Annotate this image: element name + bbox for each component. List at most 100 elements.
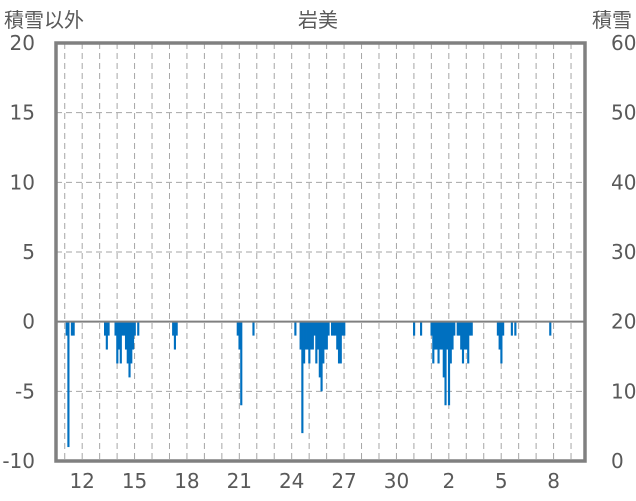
bar — [460, 321, 463, 350]
bar — [105, 321, 108, 350]
bar — [456, 321, 459, 336]
left-tick-label: 10 — [10, 170, 35, 194]
x-tick-label: 2 — [442, 469, 455, 493]
bar — [500, 321, 503, 364]
bar — [498, 321, 501, 350]
bar — [470, 321, 473, 336]
bar — [458, 321, 461, 336]
bar — [119, 321, 122, 364]
bar — [446, 321, 449, 350]
right-axis-ticks: 60 50 40 30 20 10 0 — [611, 31, 636, 473]
bar — [322, 321, 325, 364]
bar — [465, 321, 468, 350]
bar — [306, 321, 309, 350]
bar — [301, 321, 304, 434]
bar — [413, 321, 416, 336]
x-tick-label: 12 — [69, 469, 94, 493]
bar — [341, 321, 344, 336]
x-tick-label: 21 — [227, 469, 252, 493]
bar — [336, 321, 339, 350]
bar — [332, 321, 335, 336]
bar — [121, 321, 124, 336]
bar — [510, 321, 513, 336]
bar — [439, 321, 442, 350]
grid-lines — [56, 43, 585, 461]
right-tick-label: 50 — [611, 101, 636, 125]
right-tick-label: 60 — [611, 31, 636, 55]
left-tick-label: -5 — [15, 379, 35, 403]
bar — [123, 321, 126, 336]
bar — [449, 321, 452, 364]
bar — [311, 321, 314, 350]
bar — [496, 321, 499, 336]
right-tick-label: 40 — [611, 170, 636, 194]
chart-title: 岩美 — [298, 8, 338, 32]
bar — [339, 321, 342, 364]
bar — [549, 321, 552, 336]
bar — [240, 321, 243, 406]
bar — [317, 321, 320, 350]
right-axis-label: 積雪 — [592, 8, 632, 32]
bar — [313, 321, 316, 336]
x-tick-label: 24 — [279, 469, 304, 493]
bar — [70, 321, 73, 336]
bar — [128, 321, 131, 378]
bar — [308, 321, 311, 364]
plot-area-frame — [54, 41, 587, 463]
bar — [124, 321, 128, 350]
bar — [444, 321, 447, 406]
bar — [420, 321, 423, 336]
bar — [453, 321, 456, 336]
bar — [467, 321, 470, 364]
bar — [343, 321, 346, 336]
bar — [502, 321, 505, 336]
left-tick-label: -10 — [2, 449, 35, 473]
bar — [325, 321, 328, 350]
bar — [130, 321, 133, 364]
bar — [432, 321, 435, 364]
right-tick-label: 20 — [611, 310, 636, 334]
bar — [116, 321, 119, 364]
bar — [67, 321, 70, 448]
bar — [133, 321, 136, 336]
x-tick-label: 18 — [174, 469, 199, 493]
bar — [72, 321, 75, 336]
bar — [437, 321, 440, 364]
bar — [320, 321, 323, 392]
bar — [175, 321, 178, 336]
bar — [107, 321, 110, 336]
x-tick-label: 27 — [331, 469, 356, 493]
bar — [463, 321, 466, 350]
x-tick-label: 30 — [384, 469, 409, 493]
bar — [238, 321, 241, 350]
bar — [451, 321, 454, 350]
bar — [310, 321, 313, 350]
bar — [318, 321, 321, 378]
bar — [117, 321, 121, 350]
bar — [304, 321, 307, 350]
bar — [435, 321, 438, 350]
bar — [65, 321, 68, 336]
bar — [131, 321, 135, 350]
x-tick-label: 15 — [122, 469, 147, 493]
left-tick-label: 20 — [10, 31, 35, 55]
bar — [303, 321, 306, 364]
bar — [236, 321, 239, 336]
bar — [468, 321, 472, 336]
left-axis-label: 積雪以外 — [4, 8, 84, 32]
bar — [514, 321, 517, 336]
bar-series — [65, 321, 552, 448]
bar — [114, 321, 117, 336]
x-tick-label: 8 — [547, 469, 560, 493]
bar — [442, 321, 445, 378]
bar — [433, 321, 437, 350]
bar — [327, 321, 330, 336]
x-tick-label: 5 — [495, 469, 508, 493]
bar — [299, 321, 302, 350]
right-tick-label: 30 — [611, 240, 636, 264]
left-tick-label: 15 — [10, 101, 35, 125]
bar — [430, 321, 433, 336]
right-tick-label: 10 — [611, 379, 636, 403]
right-tick-label: 0 — [611, 449, 624, 473]
